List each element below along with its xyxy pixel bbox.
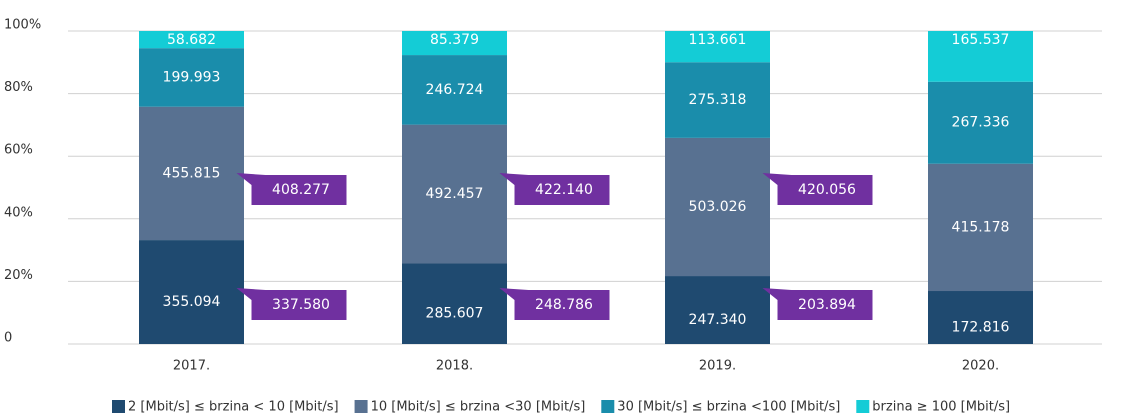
legend-label: 30 [Mbit/s] ≤ brzina <100 [Mbit/s] [617, 400, 840, 415]
annotation-box [236, 288, 347, 320]
legend-label: 2 [Mbit/s] ≤ brzina < 10 [Mbit/s] [128, 400, 339, 415]
y-tick-label: 100% [4, 18, 41, 33]
y-tick-label: 40% [4, 205, 33, 220]
y-tick-label: 80% [4, 80, 33, 95]
annotation-box [499, 173, 610, 205]
bar-segment [402, 31, 507, 56]
legend-swatch [112, 400, 125, 413]
data-label: 247.340 [689, 312, 747, 328]
data-label: 492.457 [426, 186, 484, 202]
bar-segment [665, 62, 770, 138]
x-tick-label: 2018. [436, 359, 473, 374]
bar-segment [665, 137, 770, 277]
data-label: 85.379 [430, 32, 479, 48]
data-label: 246.724 [426, 82, 484, 98]
bar-segment [928, 163, 1033, 292]
data-label: 58.682 [167, 32, 216, 48]
bar-segment [928, 291, 1033, 344]
annotation-label: 408.277 [272, 182, 330, 198]
annotation-label: 420.056 [798, 182, 856, 198]
data-label: 267.336 [952, 115, 1010, 131]
legend-swatch [856, 400, 870, 413]
data-label: 275.318 [689, 92, 747, 108]
bar-segment [928, 81, 1033, 164]
annotation-label: 422.140 [535, 182, 593, 198]
bar-segment [928, 31, 1033, 82]
legend-label: 10 [Mbit/s] ≤ brzina <30 [Mbit/s] [371, 400, 586, 415]
bar-segment [402, 124, 507, 264]
bar-segment [665, 31, 770, 63]
data-label: 172.816 [952, 320, 1010, 336]
legend-label: brzina ≥ 100 [Mbit/s] [872, 400, 1010, 415]
legend-swatch [601, 400, 615, 413]
x-tick-label: 2017. [173, 359, 210, 374]
y-tick-label: 20% [4, 268, 33, 283]
bar-segment [139, 240, 244, 344]
annotation-label: 248.786 [535, 297, 593, 313]
data-label: 113.661 [689, 32, 747, 48]
annotation-box [499, 288, 610, 320]
data-label: 503.026 [689, 199, 747, 215]
bar-segment [139, 106, 244, 241]
bar-segment [665, 276, 770, 344]
bar-segment [402, 55, 507, 125]
data-label: 285.607 [426, 306, 484, 322]
bar-segment [139, 31, 244, 49]
data-label: 165.537 [952, 32, 1010, 48]
data-label: 355.094 [163, 294, 221, 310]
annotation-box [762, 288, 873, 320]
bar-segment [139, 48, 244, 107]
annotation-label: 337.580 [272, 297, 330, 313]
annotation-label: 203.894 [798, 297, 856, 313]
annotation-box [762, 173, 873, 205]
y-tick-label: 60% [4, 143, 33, 158]
data-label: 199.993 [163, 69, 221, 85]
x-tick-label: 2019. [699, 359, 736, 374]
data-label: 455.815 [163, 165, 221, 181]
bar-segment [402, 263, 507, 344]
x-tick-label: 2020. [962, 359, 999, 374]
y-tick-label: 0 [4, 331, 12, 346]
data-label: 415.178 [952, 219, 1010, 235]
legend-swatch [354, 400, 368, 413]
annotation-box [236, 173, 347, 205]
